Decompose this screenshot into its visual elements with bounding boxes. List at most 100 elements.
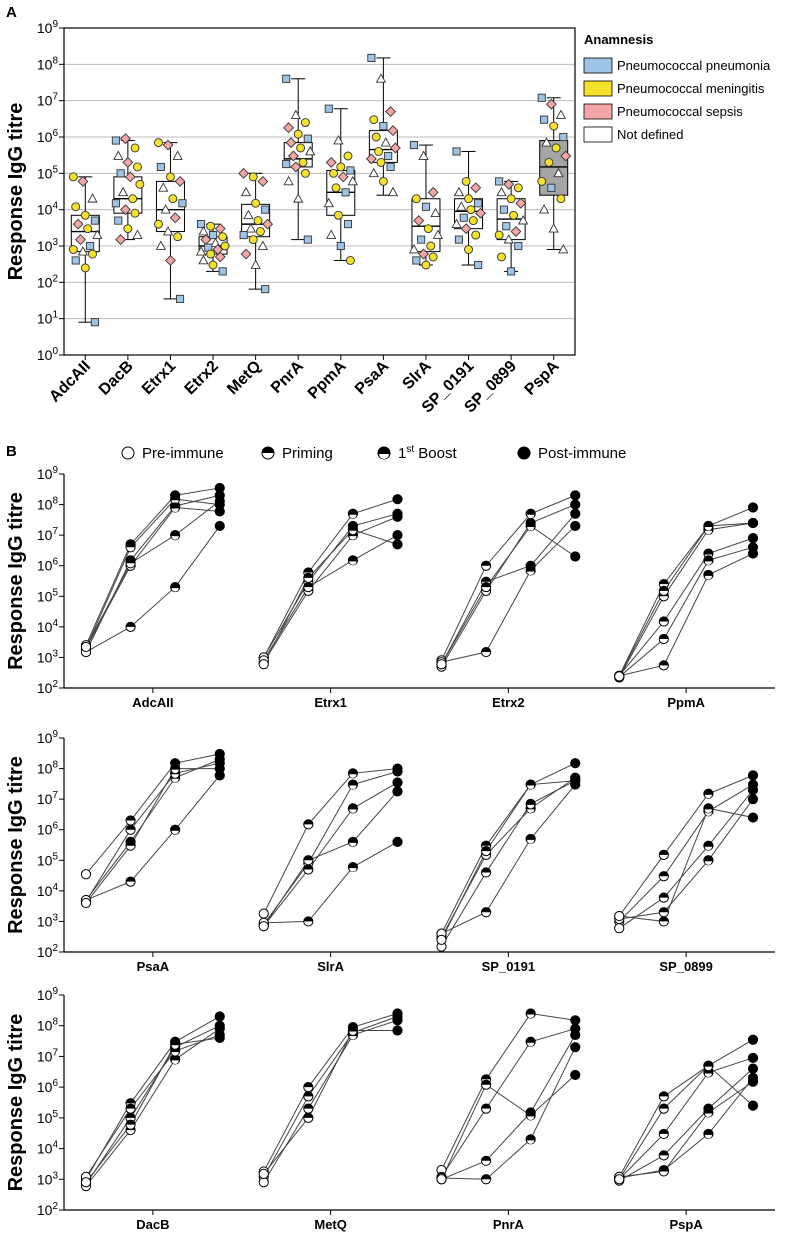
mouse-line — [85, 758, 220, 901]
data-point — [436, 1174, 447, 1185]
data-point — [480, 581, 492, 593]
marker-half — [481, 577, 491, 582]
marker-open — [80, 897, 92, 909]
mouse-line — [441, 1012, 576, 1171]
marker-half — [481, 1156, 491, 1161]
group-PspA: PspA — [614, 1034, 759, 1232]
marker-half — [171, 830, 179, 835]
marker-half — [171, 769, 179, 774]
x-tick-label: AdcAII — [132, 695, 173, 710]
data-point — [703, 1128, 714, 1140]
data-point — [525, 1008, 536, 1019]
mouse-line — [441, 494, 576, 661]
data-point — [421, 260, 431, 270]
x-tick-label: SP_0191 — [482, 959, 536, 974]
x-tick-label: DacB — [136, 1217, 169, 1232]
data-point — [178, 199, 187, 208]
data-point — [169, 212, 181, 224]
data-point — [466, 205, 476, 215]
data-point — [130, 143, 140, 153]
data-point — [125, 840, 136, 851]
data-point — [747, 1063, 759, 1074]
marker-open — [258, 921, 269, 932]
data-point — [323, 197, 334, 208]
data-point — [290, 161, 302, 173]
data-point — [303, 1082, 314, 1093]
legend-entry-3: Post-immune — [538, 445, 626, 462]
data-point — [258, 1177, 269, 1188]
data-point — [436, 934, 447, 945]
data-point — [385, 106, 397, 118]
data-point — [658, 585, 669, 597]
marker-half — [527, 809, 535, 813]
data-point — [248, 235, 258, 245]
data-point — [378, 176, 388, 186]
data-point — [92, 229, 103, 239]
mouse-line — [618, 774, 754, 917]
marker-half — [171, 1045, 179, 1049]
marker-half — [704, 861, 713, 865]
data-point — [124, 171, 136, 183]
data-point — [111, 199, 120, 208]
data-point — [374, 147, 384, 156]
mouse-line — [618, 1064, 754, 1180]
data-point — [283, 175, 294, 186]
legend-entry-sepsis: Pneumococcal sepsis — [617, 104, 743, 119]
data-point — [329, 168, 339, 178]
data-point — [347, 555, 359, 566]
marker-half — [527, 1140, 535, 1144]
data-point — [570, 1042, 581, 1053]
legend-anamnesis: Anamnesis Pneumococcal pneumonia Pneumococ… — [583, 32, 771, 143]
data-point — [258, 908, 269, 919]
data-point — [293, 193, 304, 203]
data-point — [325, 156, 337, 168]
data-point — [156, 162, 165, 171]
data-point — [251, 198, 261, 208]
data-point — [515, 197, 527, 209]
marker-half — [303, 1113, 313, 1118]
data-point — [253, 216, 263, 226]
data-point — [347, 836, 359, 847]
data-point — [303, 572, 314, 583]
mouse-line — [85, 1034, 220, 1178]
data-point — [303, 819, 314, 830]
data-point — [125, 815, 136, 826]
marker-half — [704, 812, 713, 816]
data-point — [198, 226, 209, 236]
data-point — [384, 151, 393, 161]
marker-half — [704, 530, 713, 535]
marker-half — [349, 809, 357, 813]
group-Etrx1: Etrx1 — [258, 494, 403, 710]
data-point — [208, 260, 218, 270]
marker-filled — [570, 490, 581, 501]
mouse-line — [85, 1028, 221, 1187]
data-point — [113, 150, 124, 160]
data-point — [337, 171, 349, 183]
marker-half — [659, 907, 669, 913]
data-point — [570, 1029, 581, 1041]
mouse-line — [263, 513, 398, 658]
marker-half — [303, 1104, 313, 1109]
marker-filled — [214, 1032, 225, 1044]
marker-half — [125, 815, 136, 821]
data-point — [570, 490, 581, 501]
group-SP_0899: SP_0899 — [614, 770, 759, 974]
data-point — [170, 824, 181, 835]
marker-half — [303, 573, 313, 578]
marker-filled — [570, 520, 581, 532]
marker-filled — [747, 770, 759, 781]
marker-half — [481, 846, 491, 852]
data-point — [658, 907, 669, 918]
mouse-line — [85, 494, 220, 653]
data-point — [454, 235, 463, 244]
data-point — [125, 542, 136, 553]
marker-half — [125, 558, 136, 564]
data-point — [250, 259, 261, 269]
y-tick-label: 104 — [37, 618, 59, 635]
y-tick-label: 104 — [37, 1140, 59, 1157]
marker-half — [349, 868, 357, 872]
data-point — [614, 671, 625, 682]
data-point — [77, 246, 89, 256]
data-point — [658, 871, 669, 882]
data-point — [461, 176, 471, 186]
